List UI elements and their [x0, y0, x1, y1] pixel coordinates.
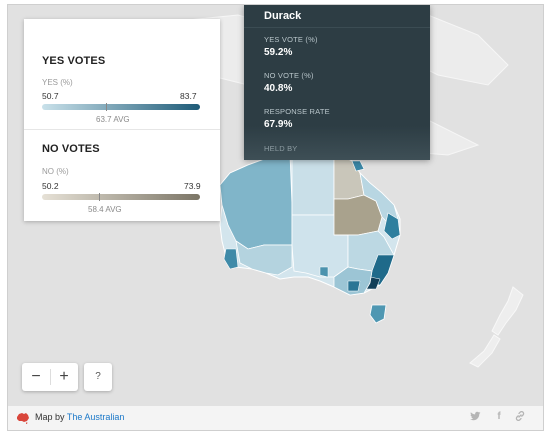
- new-zealand-south: [469, 334, 501, 368]
- yes-votes-title: YES VOTES: [42, 55, 106, 67]
- help-button[interactable]: ?: [84, 363, 112, 391]
- yes-avg-label: 63.7 AVG: [96, 115, 130, 124]
- electorate-tasmania[interactable]: [369, 304, 387, 324]
- no-avg-marker: [99, 193, 100, 201]
- no-color-scale: [42, 194, 200, 200]
- tooltip-title: Durack: [264, 10, 302, 22]
- tooltip-yes-label: YES VOTE (%): [264, 35, 318, 44]
- tooltip-separator: [244, 27, 430, 28]
- tooltip-no-value: 40.8%: [264, 83, 293, 94]
- electorate-tooltip: Durack YES VOTE (%) 59.2% NO VOTE (%) 40…: [244, 5, 430, 160]
- electorate-leichhardt[interactable]: [351, 160, 365, 172]
- facebook-icon[interactable]: f: [497, 411, 501, 422]
- tooltip-fade: [244, 126, 430, 160]
- tooltip-yes-value: 59.2%: [264, 47, 293, 58]
- electorate-adelaide-cluster[interactable]: [319, 266, 329, 278]
- electorate-maranoa[interactable]: [333, 194, 383, 236]
- map-footer: Map by The Australian f: [8, 405, 543, 430]
- tooltip-no-label: NO VOTE (%): [264, 71, 314, 80]
- electorate-brisbane-cluster[interactable]: [383, 212, 401, 240]
- legend-panel: YES VOTES YES (%) 50.7 83.7 63.7 AVG NO …: [24, 19, 220, 221]
- yes-color-scale: [42, 104, 200, 110]
- tooltip-held-label: HELD BY: [264, 144, 298, 153]
- twitter-icon[interactable]: [468, 411, 482, 425]
- link-icon[interactable]: [513, 410, 527, 425]
- electorate-oconnor[interactable]: [235, 240, 293, 276]
- electorate-perth-cluster[interactable]: [223, 248, 239, 270]
- yes-max-value: 83.7: [180, 91, 197, 101]
- zoom-controls: − +: [22, 363, 78, 391]
- no-scale-label: NO (%): [42, 167, 69, 176]
- credit-link[interactable]: The Australian: [66, 412, 125, 422]
- credit-prefix: Map by: [35, 412, 65, 422]
- zoom-out-button[interactable]: −: [31, 368, 41, 385]
- no-avg-label: 58.4 AVG: [88, 205, 122, 214]
- yes-avg-marker: [106, 103, 107, 111]
- yes-scale-label: YES (%): [42, 78, 73, 87]
- new-zealand-north: [491, 286, 524, 336]
- tooltip-response-label: RESPONSE RATE: [264, 107, 330, 116]
- map-credit: Map by The Australian: [35, 412, 124, 422]
- no-votes-title: NO VOTES: [42, 143, 100, 155]
- tooltip-response-value: 67.9%: [264, 119, 293, 130]
- electorate-melbourne-cluster[interactable]: [347, 280, 361, 292]
- zoom-in-button[interactable]: +: [59, 368, 69, 385]
- legend-divider: [24, 129, 220, 130]
- no-max-value: 73.9: [184, 181, 201, 191]
- electorate-lingiari[interactable]: [291, 152, 335, 216]
- zoom-separator: [50, 369, 51, 385]
- no-min-value: 50.2: [42, 181, 59, 191]
- australia-map-icon: [17, 413, 29, 424]
- map-widget: YES VOTES YES (%) 50.7 83.7 63.7 AVG NO …: [7, 4, 544, 431]
- yes-min-value: 50.7: [42, 91, 59, 101]
